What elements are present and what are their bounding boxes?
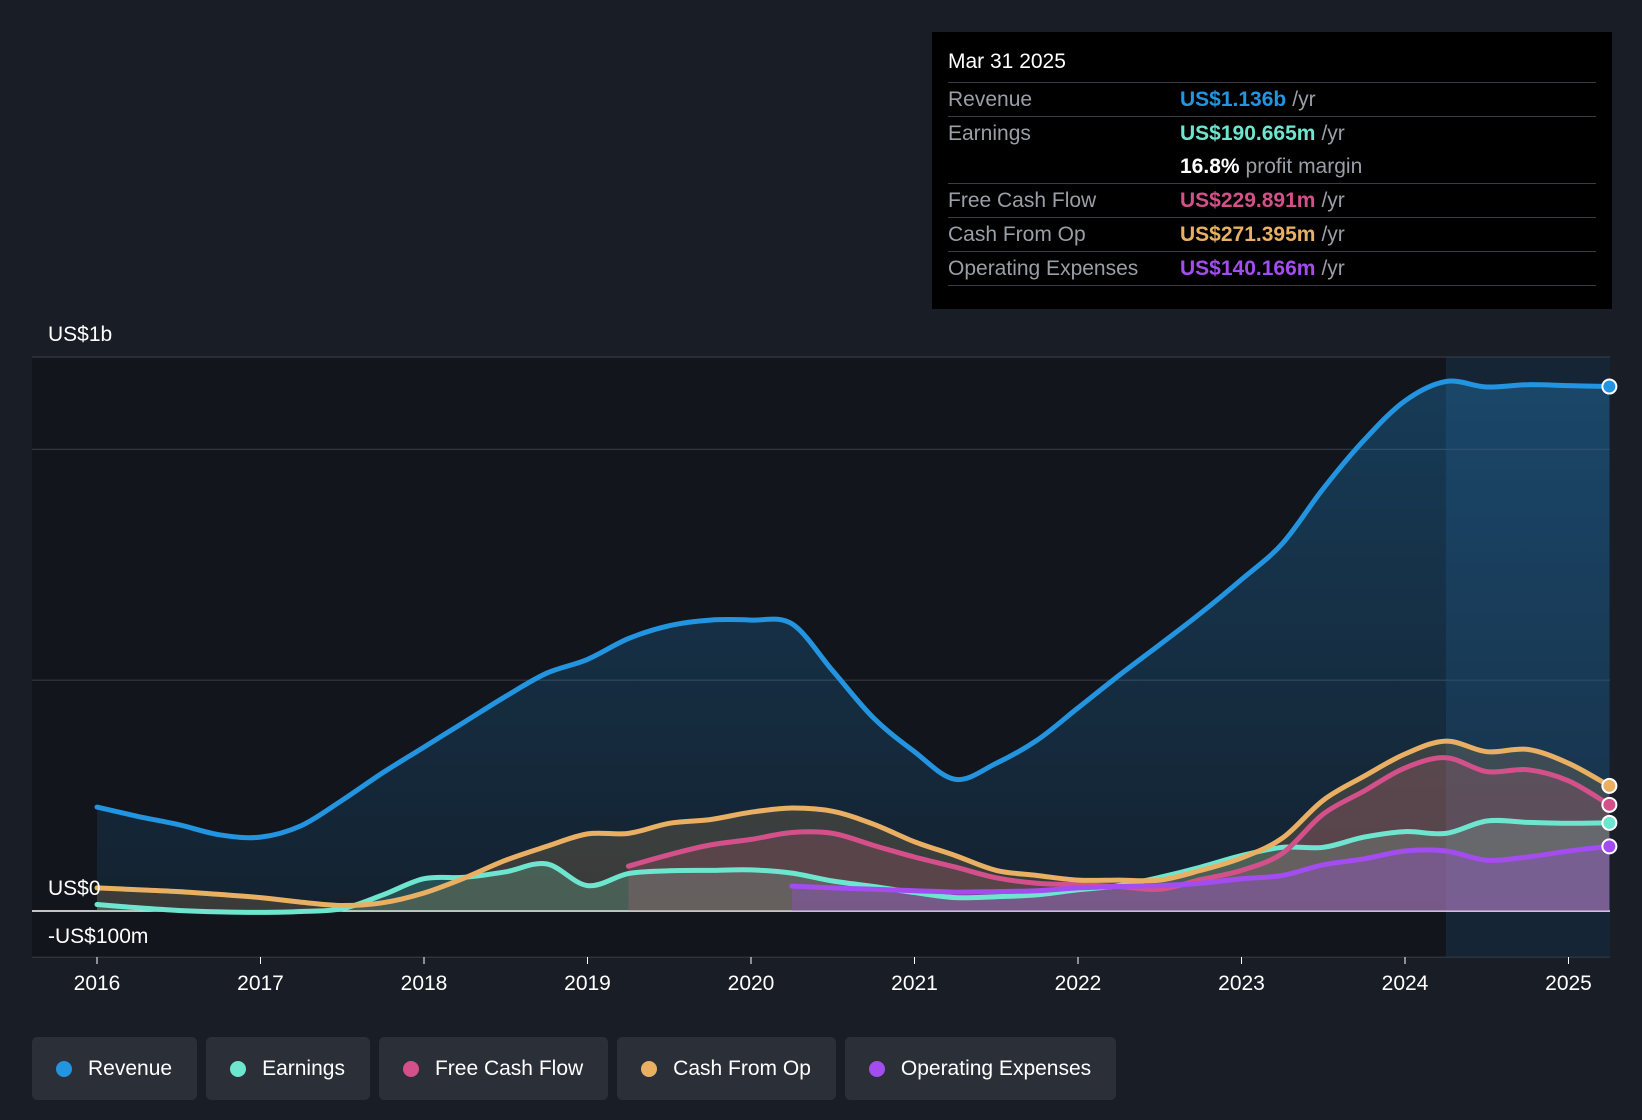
revenue-end-marker <box>1601 378 1618 395</box>
tooltip-unit: /yr <box>1321 223 1345 246</box>
tooltip-label: Operating Expenses <box>948 257 1139 280</box>
earnings-end-marker <box>1601 814 1618 831</box>
tooltip-row-opex: Operating Expenses US$140.166m /yr <box>948 252 1596 286</box>
legend-item-revenue[interactable]: Revenue <box>32 1037 198 1100</box>
tooltip-label: Free Cash Flow <box>948 189 1097 212</box>
revenue-dot-icon <box>56 1060 72 1077</box>
cash-from-op-end-marker <box>1601 777 1618 794</box>
cash-from-op-dot-icon <box>641 1060 658 1077</box>
y-axis-label: US$0 <box>48 877 101 900</box>
free-cash-flow-area <box>628 757 1610 911</box>
legend-item-cash-from-op[interactable]: Cash From Op <box>617 1037 836 1100</box>
tooltip-value: US$140.166m <box>1180 257 1316 280</box>
tooltip-row-margin: 16.8% profit margin <box>948 150 1596 184</box>
profit-margin-value: 16.8% <box>1180 155 1240 178</box>
tooltip: Mar 31 2025 Revenue US$1.136b /yr Earnin… <box>932 32 1612 309</box>
legend: Revenue Earnings Free Cash Flow Cash Fro… <box>32 1037 1117 1100</box>
legend-label: Cash From Op <box>673 1056 811 1080</box>
free-cash-flow-dot-icon <box>402 1060 419 1077</box>
y-axis-label: US$1b <box>48 323 112 346</box>
revenue-line <box>94 378 1612 841</box>
tooltip-label: Revenue <box>948 88 1033 111</box>
tooltip-row-fcf: Free Cash Flow US$229.891m /yr <box>948 184 1596 218</box>
free-cash-flow-end-marker <box>1601 796 1618 813</box>
operating-expenses-dot-icon <box>868 1060 885 1077</box>
operating-expenses-end-marker <box>1601 838 1618 855</box>
x-tick-label: 2025 <box>1545 972 1592 995</box>
x-tick-label: 2022 <box>1055 972 1102 995</box>
x-tick-label: 2016 <box>74 972 121 995</box>
y-axis-label: -US$100m <box>48 925 148 948</box>
x-tick-label: 2024 <box>1382 972 1429 995</box>
x-tick-label: 2017 <box>237 972 284 995</box>
legend-item-free-cash-flow[interactable]: Free Cash Flow <box>378 1037 609 1100</box>
tooltip-unit: /yr <box>1321 122 1345 145</box>
tooltip-value: US$190.665m <box>1180 122 1316 145</box>
profit-margin-label: profit margin <box>1245 155 1363 178</box>
tooltip-value: US$1.136b <box>1180 88 1287 111</box>
cash-from-op-area <box>97 741 1610 911</box>
tooltip-row-cfo: Cash From Op US$271.395m /yr <box>948 218 1596 252</box>
tooltip-value: US$229.891m <box>1180 189 1316 212</box>
tooltip-value: US$271.395m <box>1180 223 1316 246</box>
cash-from-op-line <box>94 738 1612 908</box>
x-tick-label: 2020 <box>728 972 775 995</box>
tooltip-label: Cash From Op <box>948 223 1086 246</box>
legend-label: Earnings <box>262 1056 345 1080</box>
legend-label: Revenue <box>88 1056 173 1080</box>
earnings-dot-icon <box>230 1060 247 1077</box>
x-tick-label: 2021 <box>891 972 938 995</box>
tooltip-unit: /yr <box>1321 189 1345 212</box>
tooltip-row-earnings: Earnings US$190.665m /yr <box>948 117 1596 150</box>
x-tick-label: 2019 <box>564 972 611 995</box>
tooltip-row-revenue: Revenue US$1.136b /yr <box>948 83 1596 117</box>
tooltip-unit: /yr <box>1321 257 1345 280</box>
legend-item-earnings[interactable]: Earnings <box>206 1037 370 1100</box>
chart: US$1b US$0 -US$100m 2016 2017 2018 2019 2020 20… <box>32 323 1618 995</box>
revenue-area <box>97 381 1610 911</box>
tooltip-label: Earnings <box>948 122 1031 145</box>
x-tick-label: 2023 <box>1218 972 1265 995</box>
legend-label: Free Cash Flow <box>434 1056 584 1080</box>
tooltip-unit: /yr <box>1292 88 1316 111</box>
operating-expenses-line <box>789 843 1612 895</box>
legend-label: Operating Expenses <box>900 1056 1092 1080</box>
legend-item-operating-expenses[interactable]: Operating Expenses <box>844 1037 1117 1100</box>
earnings-area <box>97 820 1610 913</box>
tooltip-date: Mar 31 2025 <box>948 46 1596 83</box>
x-tick-label: 2018 <box>401 972 448 995</box>
